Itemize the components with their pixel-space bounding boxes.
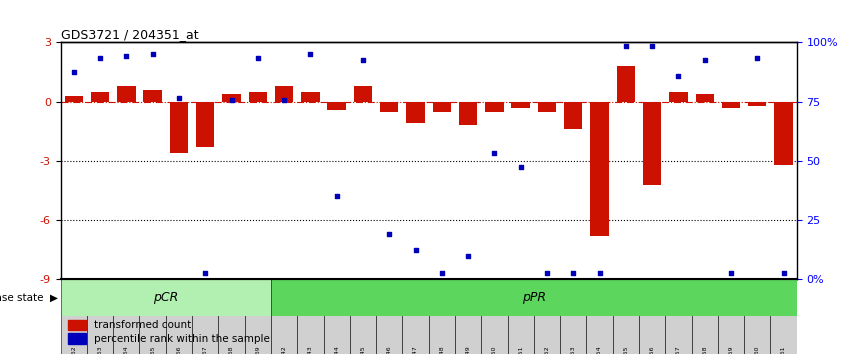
Point [224,97,238,103]
Point [382,231,396,237]
Point [303,51,317,57]
Bar [68,333,87,344]
Point [750,56,764,61]
Bar [485,102,504,112]
Bar [117,86,136,102]
Point [120,53,133,59]
Point [356,57,370,63]
Point [566,270,580,276]
Bar [170,102,188,153]
Text: pPR: pPR [522,291,546,304]
Bar [249,92,267,102]
Text: disease state  ▶: disease state ▶ [0,293,58,303]
Point [671,73,685,79]
Point [619,44,633,49]
Bar [695,94,714,102]
Point [514,164,527,170]
Point [540,270,554,276]
Bar [433,102,451,112]
Bar [591,102,609,236]
Bar [721,102,740,108]
Bar [669,92,688,102]
Point [462,253,475,258]
Bar [275,86,294,102]
Bar [327,102,346,110]
Point [277,97,291,103]
Text: pCR: pCR [153,291,178,304]
Point [67,69,81,75]
Point [172,95,186,101]
Bar [144,90,162,102]
Text: percentile rank within the sample: percentile rank within the sample [94,334,269,344]
Text: GDS3721 / 204351_at: GDS3721 / 204351_at [61,28,198,41]
Bar [353,86,372,102]
Bar [223,94,241,102]
Bar [301,92,320,102]
Bar [406,102,424,124]
Point [488,150,501,156]
Point [330,194,344,199]
Bar [643,102,662,184]
Point [724,270,738,276]
Bar [617,66,635,102]
Point [409,247,423,252]
Point [645,44,659,49]
Bar [61,279,271,316]
Bar [774,102,792,165]
Bar [459,102,477,125]
Bar [91,92,109,102]
Point [145,51,159,57]
Bar [512,102,530,108]
Bar [196,102,215,147]
Bar [380,102,398,112]
Point [698,57,712,63]
Bar [68,320,87,330]
Point [94,56,107,61]
Point [251,56,265,61]
Bar [564,102,583,129]
Bar [65,96,83,102]
Bar [538,102,556,112]
Bar [271,279,797,316]
Point [777,270,791,276]
Bar [748,102,766,105]
Point [435,270,449,276]
Text: transformed count: transformed count [94,320,191,330]
Point [198,270,212,276]
Point [592,270,606,276]
